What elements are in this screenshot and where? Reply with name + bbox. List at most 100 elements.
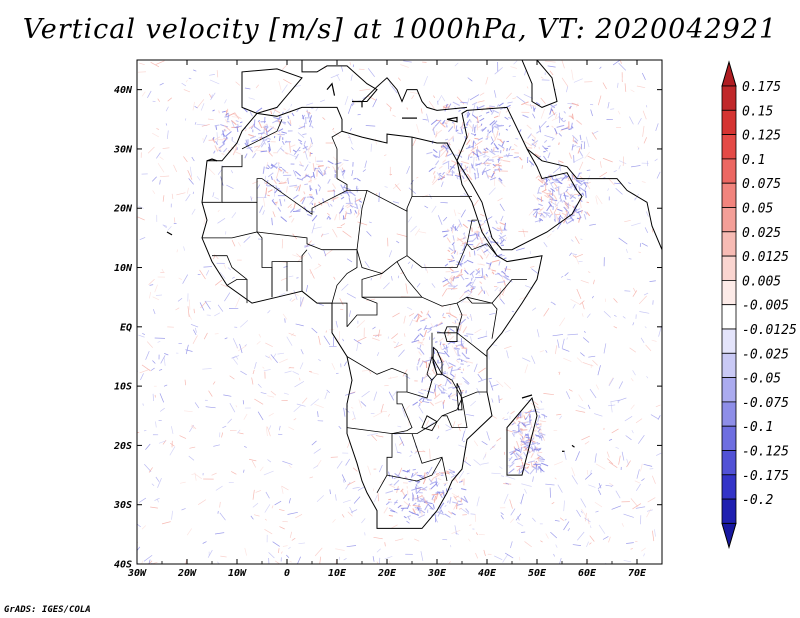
field-stroke (267, 395, 275, 398)
field-stroke (232, 276, 235, 279)
field-stroke (283, 79, 292, 85)
field-stroke (575, 208, 581, 212)
field-stroke (613, 170, 617, 173)
field-stroke (467, 112, 471, 118)
field-stroke (331, 196, 339, 201)
field-stroke (462, 440, 466, 443)
field-stroke (239, 320, 249, 328)
field-stroke (643, 464, 653, 467)
field-stroke (435, 160, 440, 166)
field-stroke (400, 64, 409, 68)
field-stroke (259, 466, 264, 472)
field-stroke (608, 377, 614, 385)
field-stroke (417, 340, 425, 346)
field-stroke (286, 186, 288, 193)
field-stroke (477, 253, 481, 257)
field-stroke (558, 115, 564, 123)
field-stroke (551, 137, 555, 141)
field-stroke (210, 92, 216, 101)
field-stroke (293, 202, 296, 209)
field-stroke (538, 207, 545, 213)
field-stroke (343, 361, 347, 367)
field-stroke (288, 546, 291, 550)
field-stroke (309, 185, 311, 191)
field-stroke (283, 108, 287, 111)
field-stroke (658, 325, 662, 337)
field-stroke (422, 495, 428, 503)
field-stroke (370, 143, 372, 152)
field-stroke (643, 553, 645, 557)
field-stroke (275, 166, 278, 169)
field-stroke (584, 472, 593, 480)
field-stroke (208, 390, 213, 397)
field-stroke (492, 133, 497, 141)
field-stroke (437, 383, 442, 387)
country-border (226, 278, 248, 304)
field-stroke (366, 230, 372, 237)
field-stroke (349, 209, 352, 214)
field-stroke (588, 484, 596, 488)
field-stroke (479, 236, 483, 244)
field-stroke (557, 217, 560, 222)
field-stroke (274, 189, 278, 194)
field-stroke (472, 151, 480, 158)
field-stroke (356, 336, 367, 342)
field-stroke (189, 166, 193, 177)
field-stroke (576, 509, 581, 517)
field-stroke (415, 450, 426, 453)
field-stroke (392, 390, 398, 397)
field-stroke (252, 489, 255, 500)
field-stroke (272, 541, 280, 547)
field-stroke (463, 260, 468, 264)
field-stroke (540, 434, 544, 438)
field-stroke (493, 115, 499, 119)
field-stroke (513, 60, 518, 65)
field-stroke (260, 150, 268, 153)
field-stroke (441, 387, 447, 391)
field-stroke (277, 168, 283, 172)
field-stroke (213, 255, 216, 260)
field-stroke (252, 369, 255, 375)
field-stroke (477, 335, 488, 339)
field-stroke (244, 547, 247, 556)
field-stroke (638, 295, 647, 305)
field-stroke (567, 177, 570, 180)
field-stroke (535, 464, 538, 470)
field-stroke (244, 87, 251, 90)
field-stroke (156, 498, 159, 503)
field-stroke (517, 457, 520, 461)
field-stroke (654, 529, 656, 537)
field-stroke (466, 132, 470, 139)
field-stroke (519, 157, 523, 161)
field-stroke (506, 350, 509, 359)
field-stroke (268, 412, 274, 417)
field-stroke (536, 130, 540, 134)
field-stroke (346, 203, 354, 209)
field-stroke (541, 189, 547, 193)
field-stroke (491, 472, 501, 475)
field-stroke (538, 125, 542, 133)
field-stroke (630, 404, 635, 410)
field-stroke (304, 164, 309, 171)
field-stroke (504, 116, 509, 120)
coastlines-and-borders (166, 60, 662, 529)
field-stroke (344, 95, 349, 106)
field-stroke (548, 174, 552, 181)
field-stroke (414, 228, 421, 236)
field-stroke (506, 148, 508, 152)
field-stroke (314, 403, 324, 409)
field-stroke (289, 119, 292, 125)
colorbar-label: 0.125 (742, 129, 781, 144)
field-stroke (254, 361, 257, 369)
field-stroke (440, 181, 444, 188)
field-stroke (356, 212, 361, 218)
field-stroke (603, 310, 611, 318)
field-stroke (438, 337, 444, 342)
field-stroke (463, 242, 466, 248)
field-stroke (145, 443, 151, 450)
lat-tick-label: 30S (113, 500, 132, 511)
field-stroke (457, 366, 462, 370)
field-stroke (500, 270, 503, 274)
field-stroke (460, 254, 466, 263)
field-stroke (618, 62, 627, 71)
